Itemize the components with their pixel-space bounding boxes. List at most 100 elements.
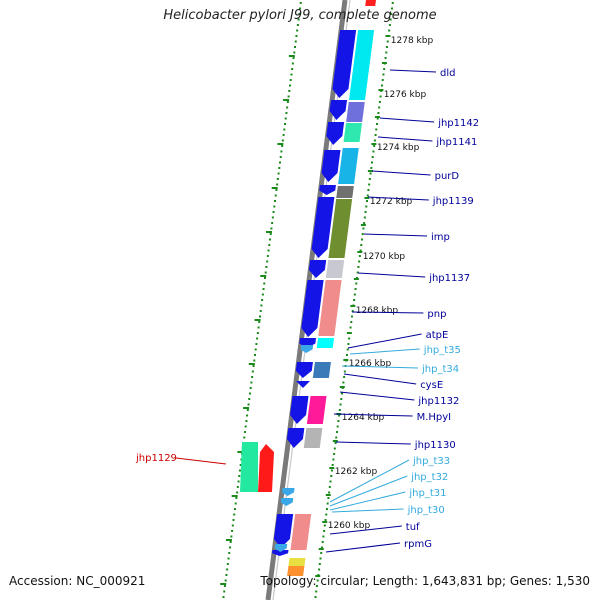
ring-tick <box>367 170 373 172</box>
ring-dot <box>261 299 264 301</box>
ring-dot <box>284 117 287 120</box>
ring-dot <box>343 370 346 373</box>
ring-dot <box>246 409 249 411</box>
forward-gene-arrow <box>286 428 305 448</box>
gene-label: atpE <box>426 330 449 341</box>
ring-dot <box>278 167 281 169</box>
ring-dot <box>293 51 296 54</box>
cog-block <box>365 0 376 6</box>
ring-dot <box>274 194 277 197</box>
gene-label: jhp_t34 <box>421 364 459 375</box>
ring-dot <box>247 403 250 406</box>
ring-dot <box>315 585 318 587</box>
callout-line <box>343 373 417 385</box>
ring-dot <box>262 288 265 290</box>
ring-dot <box>358 260 361 263</box>
ring-dot <box>348 337 351 340</box>
ring-dot <box>281 139 284 142</box>
ring-dot <box>250 381 253 384</box>
callout-line <box>347 333 422 349</box>
forward-gene-arrow <box>272 550 289 556</box>
ring-dot <box>314 596 317 598</box>
callout-line <box>339 391 415 401</box>
ring-tick <box>332 440 338 442</box>
ring-dot <box>289 79 292 81</box>
ring-dot <box>259 310 262 312</box>
ring-dot <box>236 486 239 488</box>
callout-line <box>357 272 426 278</box>
ring-tick <box>378 89 384 91</box>
ring-dot <box>286 106 289 109</box>
ring-tick <box>248 363 255 365</box>
ring-dot <box>263 282 266 285</box>
ring-tick <box>339 386 345 388</box>
ring-dot <box>258 315 261 318</box>
ring-dot <box>223 590 226 593</box>
ring-dot <box>376 117 379 120</box>
ring-dot <box>338 414 341 417</box>
ring-dot <box>282 134 285 136</box>
ring-dot <box>334 442 337 444</box>
ring-dot <box>226 563 229 565</box>
ring-dot <box>229 541 232 543</box>
ring-dot <box>342 381 345 384</box>
ring-dot <box>340 398 343 400</box>
ring-dot <box>239 464 242 466</box>
ring-dot <box>319 557 322 560</box>
ring-dot <box>251 370 254 373</box>
ring-dot <box>281 145 284 147</box>
ring-dot <box>388 29 391 32</box>
ring-tick <box>374 116 380 118</box>
ring-dot <box>343 376 346 378</box>
ring-dot <box>381 79 384 81</box>
ring-dot <box>379 95 382 98</box>
ring-tick <box>318 548 324 550</box>
ring-dot <box>276 178 279 180</box>
ring-dot <box>374 134 377 136</box>
gene-label: jhp1139 <box>432 196 474 207</box>
ring-dot <box>222 596 225 598</box>
ring-dot <box>235 497 238 499</box>
gene-features <box>240 0 376 576</box>
scale-label: 1260 kbp <box>328 521 371 531</box>
callout-line <box>351 311 424 314</box>
ring-dot <box>253 354 256 356</box>
ring-dot <box>325 513 328 516</box>
ring-dot <box>291 68 294 70</box>
ring-dot <box>363 222 366 224</box>
gene-label: jhp_t31 <box>408 488 446 499</box>
ring-dot <box>335 431 338 433</box>
ring-dot <box>232 519 235 521</box>
ring-dot <box>276 183 279 186</box>
ring-dot <box>252 365 255 367</box>
ring-dot <box>323 524 326 527</box>
ring-dot <box>340 392 343 395</box>
ring-dot <box>366 200 368 202</box>
cog-block <box>349 30 375 100</box>
ring-dot <box>321 541 324 543</box>
scale-label: 1268 kbp <box>356 306 399 316</box>
outer-dotted-ring-left <box>220 2 302 598</box>
ring-dot <box>289 84 292 87</box>
genome-summary: Topology: circular; Length: 1,643,831 bp… <box>260 574 590 588</box>
ring-dot <box>273 205 276 208</box>
ring-dot <box>360 244 363 246</box>
ring-dot <box>345 354 348 356</box>
forward-gene-arrow <box>273 514 294 548</box>
ring-dot <box>335 436 338 439</box>
callout-line <box>341 365 419 369</box>
trna-arrow <box>281 488 295 496</box>
ring-dot <box>371 156 374 158</box>
ring-dot <box>376 123 379 125</box>
ring-dot <box>347 343 350 345</box>
ring-dot <box>270 227 273 230</box>
ring-dot <box>288 90 291 92</box>
ring-dot <box>227 557 230 560</box>
ring-dot <box>285 112 288 114</box>
ring-dot <box>383 68 386 70</box>
ring-dot <box>371 161 374 164</box>
ring-tick <box>277 143 284 145</box>
ring-dot <box>237 480 240 483</box>
cog-block <box>287 566 305 576</box>
